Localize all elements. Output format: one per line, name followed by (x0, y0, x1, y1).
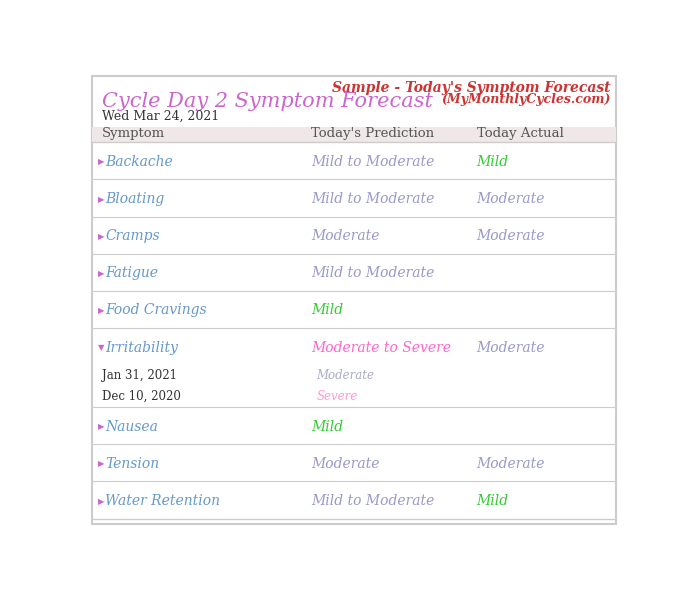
Text: ▶: ▶ (98, 195, 104, 204)
Text: Mild: Mild (311, 304, 343, 317)
Text: ▶: ▶ (98, 422, 104, 431)
FancyBboxPatch shape (92, 76, 615, 524)
Text: Moderate: Moderate (477, 340, 545, 355)
Text: Mild: Mild (477, 494, 509, 508)
Text: Fatigue: Fatigue (105, 266, 158, 280)
Text: Tension: Tension (105, 457, 159, 471)
Text: Water Retention: Water Retention (105, 494, 220, 508)
Text: Mild to Moderate: Mild to Moderate (311, 266, 434, 280)
Text: Moderate to Severe: Moderate to Severe (311, 340, 451, 355)
Text: ▶: ▶ (98, 269, 104, 278)
Text: Jan 31, 2021: Jan 31, 2021 (102, 369, 177, 382)
Text: Moderate: Moderate (311, 229, 380, 243)
Text: Mild to Moderate: Mild to Moderate (311, 155, 434, 169)
Text: Wed Mar 24, 2021: Wed Mar 24, 2021 (102, 110, 219, 123)
Text: Today Actual: Today Actual (477, 127, 564, 140)
Text: ▶: ▶ (98, 306, 104, 315)
Text: Mild to Moderate: Mild to Moderate (311, 494, 434, 508)
Text: Dec 10, 2020: Dec 10, 2020 (102, 390, 181, 403)
Text: Moderate: Moderate (477, 229, 545, 243)
Text: Backache: Backache (105, 155, 172, 169)
Text: Mild to Moderate: Mild to Moderate (311, 192, 434, 206)
Text: Sample - Today's Symptom Forecast: Sample - Today's Symptom Forecast (332, 81, 610, 96)
Text: Nausea: Nausea (105, 420, 158, 434)
Text: (MyMonthlyCycles.com): (MyMonthlyCycles.com) (441, 93, 610, 106)
Text: ▶: ▶ (98, 460, 104, 469)
Text: Today's Prediction: Today's Prediction (311, 127, 434, 140)
Text: Severe: Severe (316, 390, 357, 403)
Text: Moderate: Moderate (477, 192, 545, 206)
Text: Cycle Day 2 Symptom Forecast: Cycle Day 2 Symptom Forecast (102, 92, 433, 111)
Text: Mild: Mild (311, 420, 343, 434)
Text: Cramps: Cramps (105, 229, 159, 243)
Text: Symptom: Symptom (102, 127, 166, 140)
Text: Irritability: Irritability (105, 340, 178, 355)
Text: Bloating: Bloating (105, 192, 164, 206)
Text: Moderate: Moderate (316, 369, 374, 382)
Text: ▶: ▶ (98, 497, 104, 505)
Text: Moderate: Moderate (311, 457, 380, 471)
Text: Moderate: Moderate (477, 457, 545, 471)
Text: ▼: ▼ (98, 343, 104, 352)
Text: ▶: ▶ (98, 232, 104, 241)
Text: Food Cravings: Food Cravings (105, 304, 206, 317)
Text: ▶: ▶ (98, 157, 104, 166)
Text: Mild: Mild (477, 155, 509, 169)
FancyBboxPatch shape (92, 127, 615, 142)
